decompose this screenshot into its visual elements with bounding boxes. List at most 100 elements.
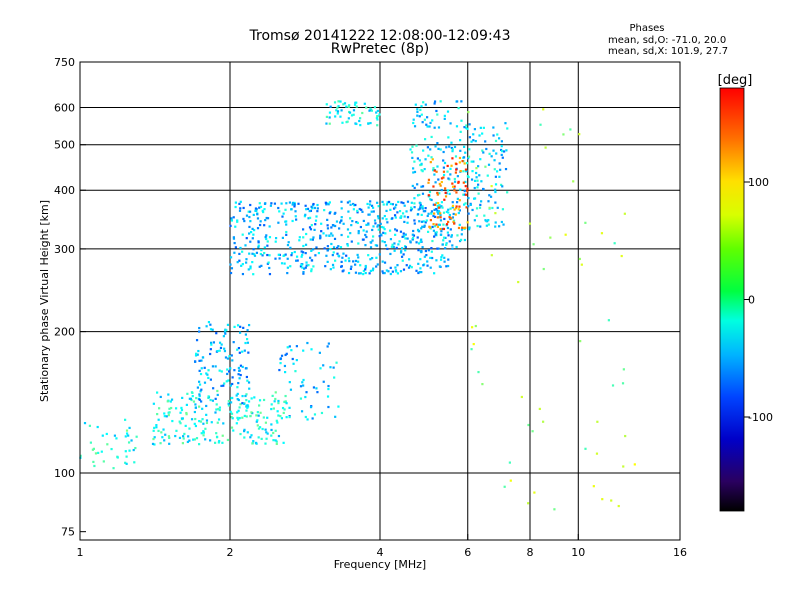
data-point <box>249 240 252 243</box>
data-point <box>416 110 419 114</box>
data-point <box>246 431 249 434</box>
data-point <box>430 135 433 139</box>
data-point <box>326 260 329 263</box>
data-point <box>319 367 322 370</box>
data-point <box>393 242 396 245</box>
data-point <box>205 325 208 328</box>
data-point <box>290 349 293 352</box>
data-point <box>371 239 374 242</box>
data-point <box>237 346 241 350</box>
data-point <box>289 388 293 391</box>
data-point <box>391 203 395 206</box>
data-point <box>253 254 257 257</box>
data-point <box>291 201 295 205</box>
data-point <box>349 203 352 206</box>
data-point <box>329 105 332 108</box>
data-point <box>328 234 331 237</box>
data-point <box>387 270 390 273</box>
data-point <box>215 435 219 438</box>
data-point <box>170 406 173 410</box>
data-point <box>338 221 342 224</box>
data-point <box>445 243 448 247</box>
data-point <box>337 245 340 248</box>
data-point <box>327 405 330 409</box>
data-point <box>310 249 313 252</box>
data-point <box>278 210 281 213</box>
data-point <box>198 398 201 401</box>
data-point <box>417 271 420 275</box>
data-point <box>395 270 398 273</box>
data-point <box>433 173 436 176</box>
data-point <box>441 254 444 257</box>
data-point <box>436 165 439 168</box>
data-point <box>354 271 358 274</box>
data-point <box>218 406 222 409</box>
data-point <box>488 194 491 197</box>
data-point <box>258 223 262 227</box>
data-point <box>237 381 240 385</box>
data-point <box>386 201 389 204</box>
data-point <box>258 404 261 407</box>
data-point <box>214 397 217 400</box>
data-point <box>423 255 426 258</box>
data-point <box>352 260 355 263</box>
data-point <box>256 424 259 427</box>
data-point <box>528 222 532 225</box>
data-point <box>259 205 263 208</box>
data-point <box>270 434 273 437</box>
data-point <box>436 113 439 116</box>
data-point <box>437 178 440 181</box>
data-point <box>152 437 155 441</box>
data-point <box>434 181 437 184</box>
data-point <box>451 244 454 247</box>
data-point <box>127 441 131 444</box>
data-point <box>101 434 104 437</box>
data-point <box>442 223 445 226</box>
data-point <box>617 504 620 508</box>
data-point <box>419 267 422 270</box>
data-point <box>215 432 218 435</box>
data-point <box>277 399 280 403</box>
data-point <box>310 348 313 351</box>
data-point <box>233 325 236 328</box>
data-point <box>280 202 283 205</box>
gridlines <box>80 62 680 540</box>
data-point <box>455 205 458 208</box>
data-point <box>298 239 301 242</box>
data-point <box>426 260 429 263</box>
data-point <box>485 147 488 151</box>
data-point <box>465 206 468 209</box>
data-point <box>437 126 441 129</box>
data-point <box>466 190 469 193</box>
data-point <box>439 216 442 219</box>
data-point <box>124 461 127 464</box>
data-point <box>460 100 463 103</box>
data-point <box>281 215 284 218</box>
data-point <box>216 421 219 424</box>
data-point <box>233 369 236 372</box>
data-point <box>436 204 439 208</box>
data-point <box>431 158 434 161</box>
data-point <box>327 387 330 391</box>
data-point <box>153 426 156 429</box>
data-point <box>212 341 216 344</box>
data-point <box>389 202 392 206</box>
data-point <box>429 256 432 259</box>
data-point <box>375 116 378 120</box>
data-point <box>371 257 374 260</box>
data-point <box>238 259 241 262</box>
data-point <box>330 226 333 229</box>
data-point <box>431 256 434 260</box>
data-point <box>431 225 434 229</box>
data-point <box>413 219 416 222</box>
data-point <box>166 400 169 403</box>
data-point <box>357 256 360 259</box>
data-point <box>473 179 477 182</box>
data-point <box>362 238 365 241</box>
data-point <box>467 110 470 114</box>
data-point <box>421 207 424 210</box>
data-point <box>341 256 344 259</box>
data-point <box>250 230 253 234</box>
data-point <box>330 232 333 235</box>
